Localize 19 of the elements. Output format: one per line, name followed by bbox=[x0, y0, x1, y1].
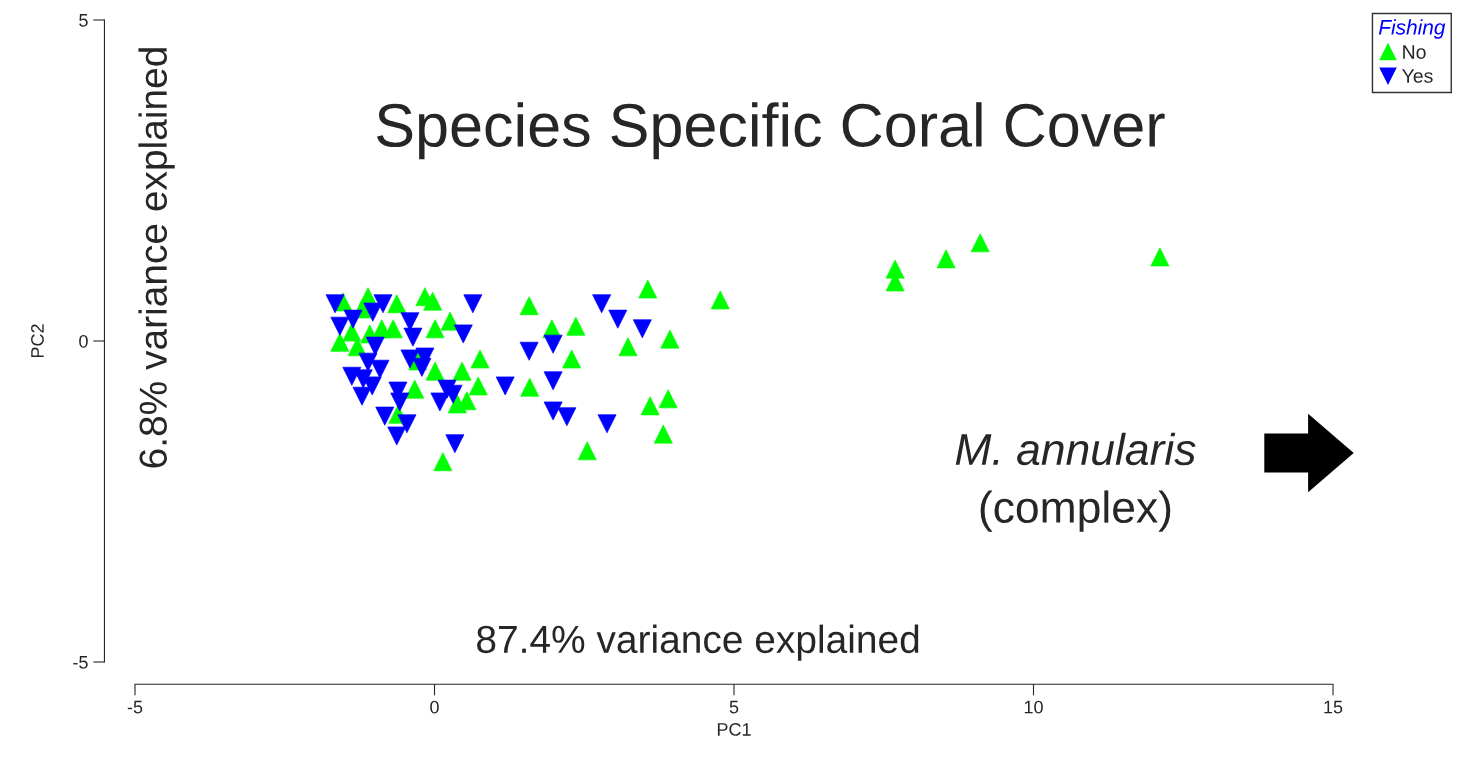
text: Species Specific Coral Cover bbox=[377, 102, 1165, 160]
legend-label: Yes bbox=[1402, 69, 1433, 83]
y-tick-label: 5 bbox=[79, 14, 88, 27]
legend-title: Fishing bbox=[1378, 19, 1446, 39]
legend-label: No bbox=[1403, 45, 1426, 59]
point bbox=[519, 296, 539, 316]
y-tick-label: 0 bbox=[79, 334, 88, 348]
annotation: 6.8% variance explained bbox=[138, 48, 175, 468]
x-axis-title: PC1 bbox=[717, 723, 751, 736]
annotation: M. annularis bbox=[955, 432, 1196, 466]
x-tick-label: 10 bbox=[1024, 700, 1043, 714]
annotation: 87.4% variance explained bbox=[477, 624, 919, 661]
annotation: (complex) bbox=[980, 490, 1171, 532]
y-tick-label: -5 bbox=[73, 656, 88, 669]
x-tick-label: 15 bbox=[1324, 700, 1343, 714]
x-tick-label: 0 bbox=[430, 700, 439, 714]
x-tick-label: -5 bbox=[127, 700, 143, 714]
x-tick-label: 5 bbox=[729, 700, 739, 714]
y-axis-title: PC2 bbox=[31, 324, 44, 358]
